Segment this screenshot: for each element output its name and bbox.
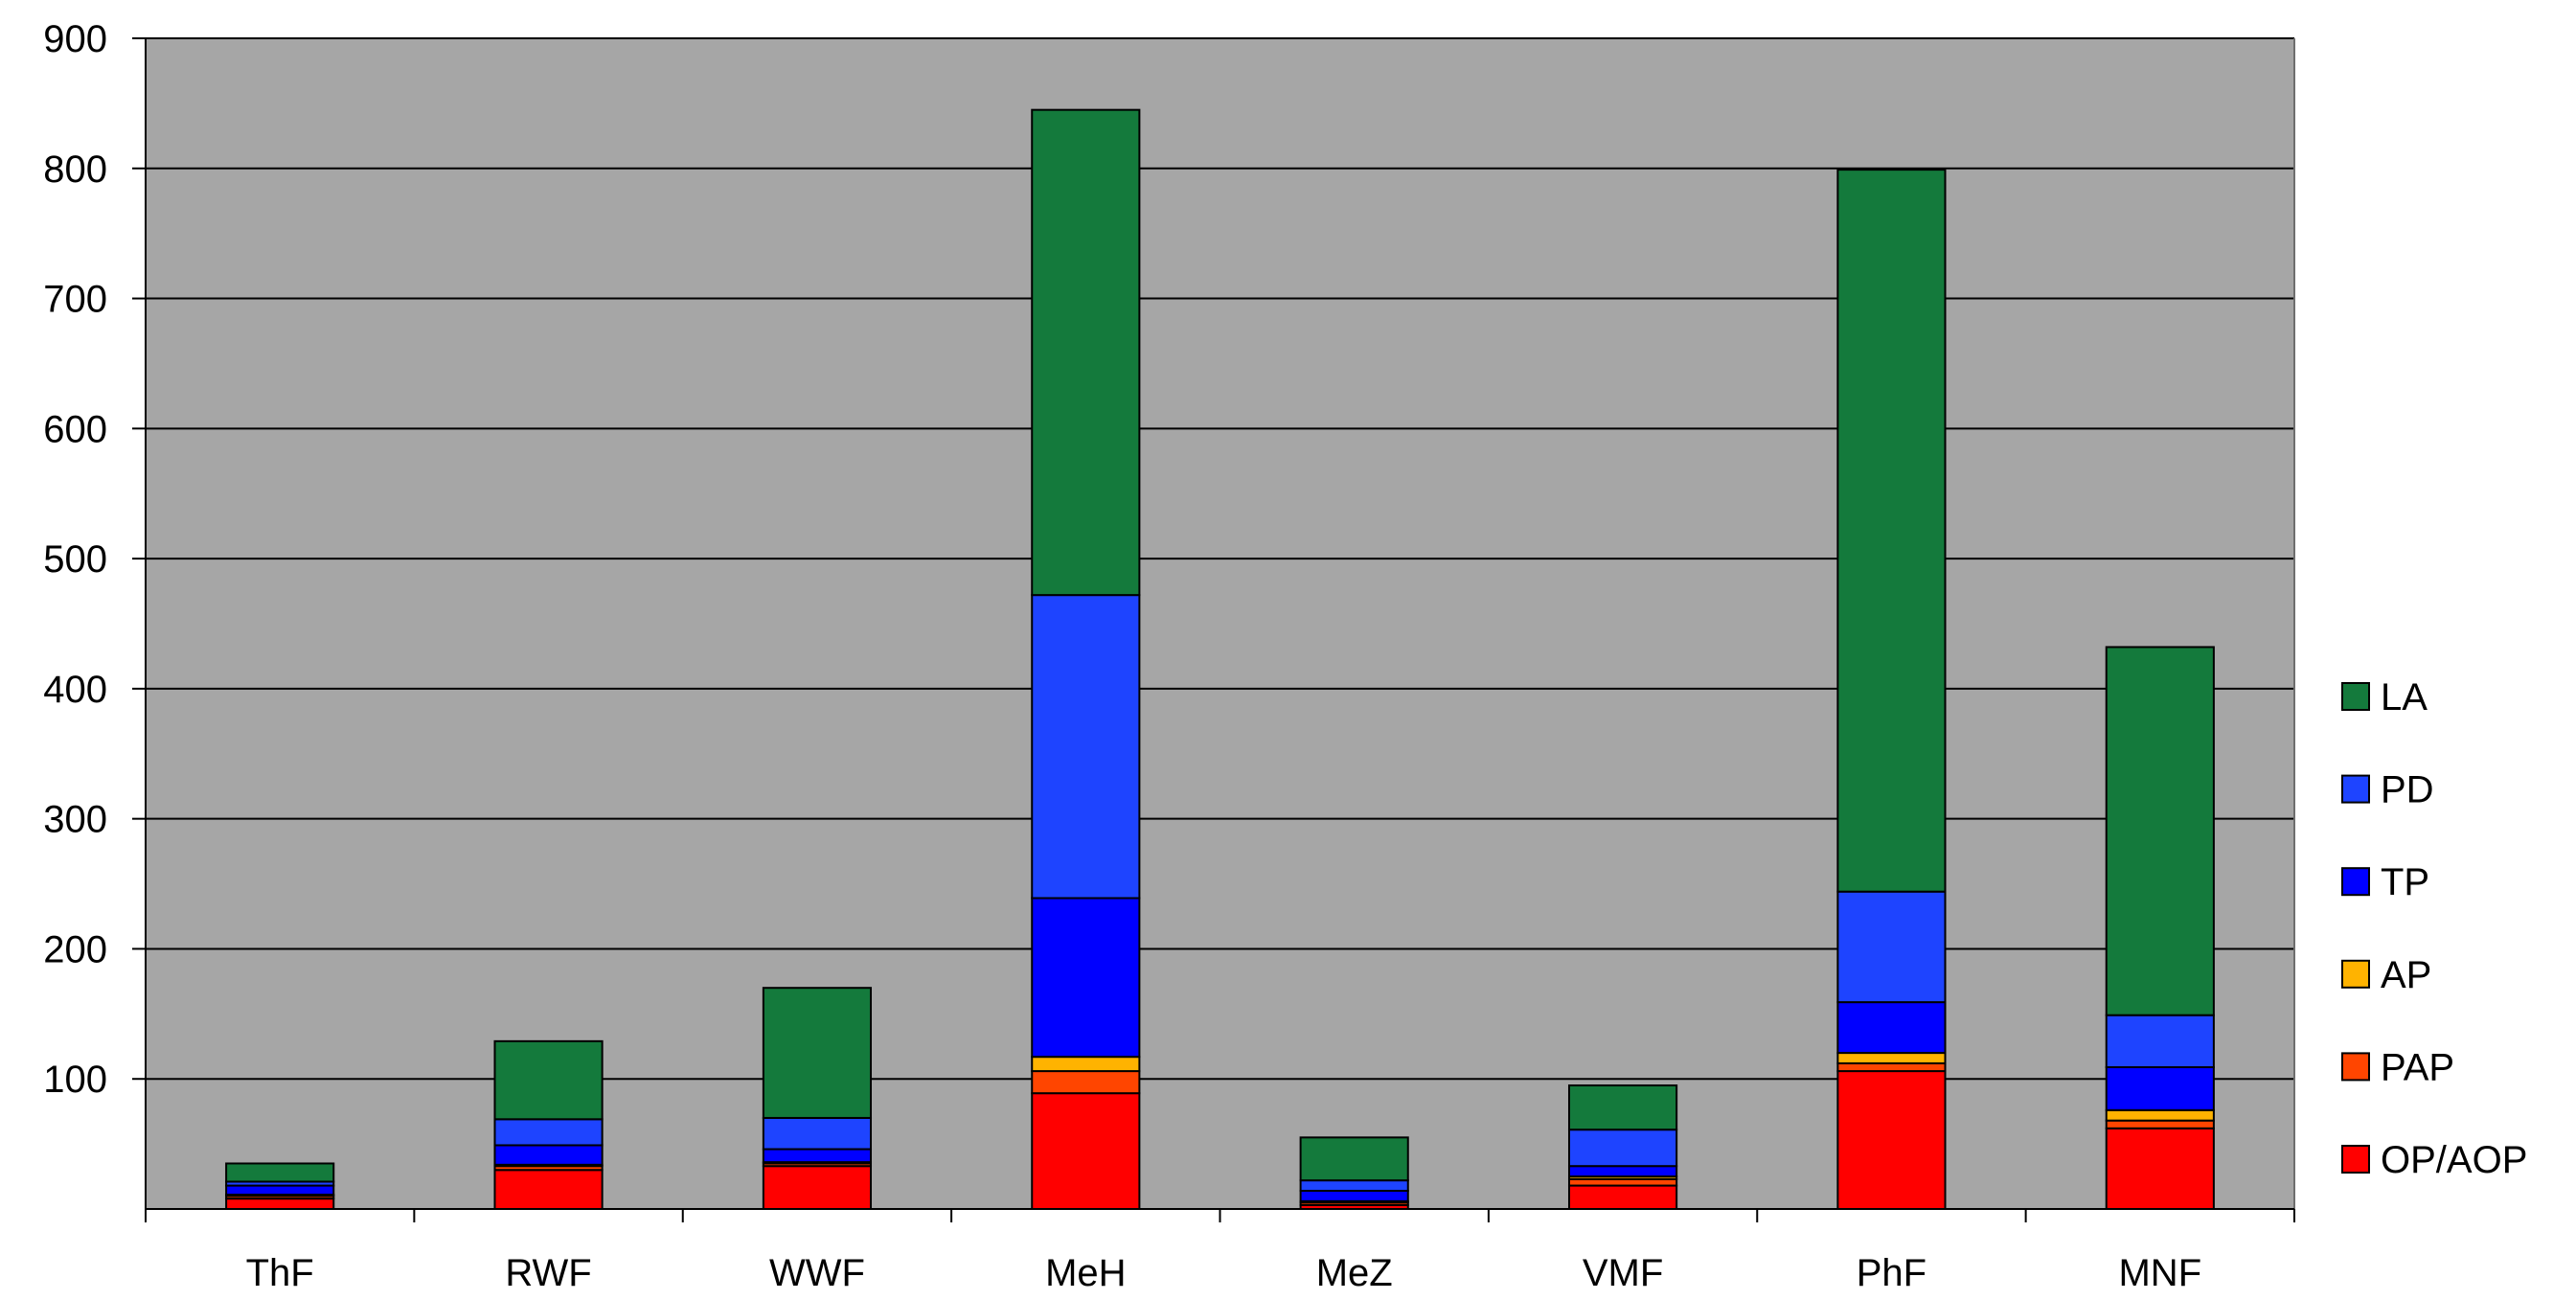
legend-label-OP/AOP: OP/AOP <box>2381 1139 2527 1181</box>
y-tick-label-900: 900 <box>43 18 107 60</box>
legend-label-TP: TP <box>2381 861 2429 903</box>
legend-swatch-TP <box>2341 867 2370 897</box>
y-tick-label-100: 100 <box>43 1059 107 1101</box>
x-tick-label-WWF: WWF <box>769 1252 865 1294</box>
bar-VMF-OP/AOP <box>1567 1184 1678 1211</box>
legend-label-LA: LA <box>2381 676 2428 718</box>
bar-MeH-TP <box>1031 897 1141 1059</box>
x-tick-label-MeH: MeH <box>1045 1252 1126 1294</box>
bar-MeH-OP/AOP <box>1031 1092 1141 1211</box>
bar-ThF-LA <box>225 1162 335 1183</box>
bar-WWF-OP/AOP <box>762 1165 873 1211</box>
bar-WWF-PD <box>762 1116 873 1151</box>
x-tick-label-VMF: VMF <box>1583 1252 1663 1294</box>
bar-PhF-OP/AOP <box>1836 1070 1947 1210</box>
bar-MeZ-TP <box>1299 1189 1409 1202</box>
bar-WWF-LA <box>762 987 873 1119</box>
x-tick-label-PhF: PhF <box>1857 1252 1926 1294</box>
bar-PhF-PD <box>1836 890 1947 1004</box>
x-tick-label-MNF: MNF <box>2118 1252 2201 1294</box>
bar-PhF-PAP <box>1836 1061 1947 1073</box>
bar-RWF-TP <box>493 1144 604 1166</box>
bar-MNF-PD <box>2105 1014 2215 1069</box>
y-tick-label-300: 300 <box>43 799 107 841</box>
bar-VMF-PAP <box>1567 1177 1678 1187</box>
legend-label-AP: AP <box>2381 954 2431 996</box>
plot-area <box>146 38 2294 1209</box>
y-tick-label-400: 400 <box>43 669 107 711</box>
bar-MNF-PAP <box>2105 1119 2215 1129</box>
bar-MNF-OP/AOP <box>2105 1127 2215 1210</box>
bar-PhF-LA <box>1836 169 1947 893</box>
bar-MNF-AP <box>2105 1108 2215 1122</box>
x-tick-label-RWF: RWF <box>505 1252 591 1294</box>
legend-swatch-PAP <box>2341 1052 2370 1082</box>
bar-PhF-TP <box>1836 1001 1947 1055</box>
x-tick-label-ThF: ThF <box>246 1252 314 1294</box>
gridlines <box>146 37 2295 1209</box>
y-tick-label-500: 500 <box>43 538 107 581</box>
bar-MeZ-PD <box>1299 1179 1409 1192</box>
bar-MeH-PD <box>1031 594 1141 900</box>
legend-label-PAP: PAP <box>2381 1046 2454 1088</box>
x-tick-label-MeZ: MeZ <box>1316 1252 1393 1294</box>
bar-PhF-AP <box>1836 1052 1947 1064</box>
bar-MeH-AP <box>1031 1056 1141 1073</box>
bars <box>225 108 2215 1211</box>
tick-labels: 100 200 300 400 500 600 700 800 900 ThF RWF WWF MeH M… <box>43 18 2201 1294</box>
bar-MNF-LA <box>2105 646 2215 1016</box>
bar-MeH-PAP <box>1031 1070 1141 1095</box>
bar-VMF-TP <box>1567 1165 1678 1178</box>
bar-VMF-PD <box>1567 1129 1678 1168</box>
bar-MeH-LA <box>1031 108 1141 597</box>
bar-MNF-TP <box>2105 1066 2215 1111</box>
y-tick-label-600: 600 <box>43 408 107 450</box>
bar-ThF-OP/AOP <box>225 1197 335 1211</box>
bar-VMF-LA <box>1567 1084 1678 1131</box>
legend-swatch-AP <box>2341 959 2370 989</box>
legend: LA PD TP AP PAP OP/AOP <box>2341 676 2527 1181</box>
y-tick-label-800: 800 <box>43 148 107 191</box>
bar-MeZ-LA <box>1299 1136 1409 1182</box>
bar-RWF-LA <box>493 1039 604 1121</box>
y-tick-label-200: 200 <box>43 928 107 970</box>
axes <box>132 37 2295 1222</box>
y-tick-label-700: 700 <box>43 279 107 321</box>
legend-label-PD: PD <box>2381 769 2434 811</box>
bar-RWF-OP/AOP <box>493 1169 604 1211</box>
bar-ThF-TP <box>225 1184 335 1197</box>
bar-RWF-PD <box>493 1118 604 1147</box>
legend-swatch-LA <box>2341 682 2370 711</box>
bar-WWF-TP <box>762 1148 873 1164</box>
legend-swatch-PD <box>2341 774 2370 804</box>
legend-swatch-OP/AOP <box>2341 1145 2370 1174</box>
